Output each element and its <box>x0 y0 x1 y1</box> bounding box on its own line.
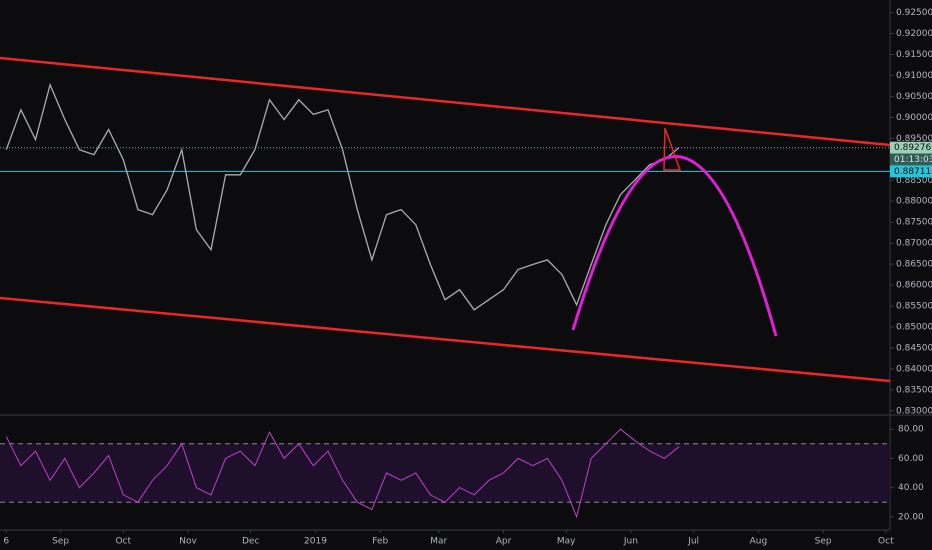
y-tick-label: 0.87000 <box>896 239 932 249</box>
y-tick-label: 0.84000 <box>896 364 932 374</box>
y-tick-label: 0.87500 <box>896 218 932 228</box>
y-tick-label: 0.89500 <box>896 134 932 144</box>
rsi-line <box>5 428 680 519</box>
x-tick-label: Mar <box>430 537 447 547</box>
x-tick-label: Oct <box>115 537 131 547</box>
y-tick-label: 0.84500 <box>896 343 932 353</box>
x-tick-label: Sep <box>815 537 832 547</box>
x-tick-label: Dec <box>242 537 259 547</box>
y-tick-label: 0.85500 <box>896 302 932 312</box>
x-tick-label: 2019 <box>304 537 327 547</box>
rsi-tick-label: 80.00 <box>898 425 924 435</box>
drawings <box>0 56 891 383</box>
x-tick-label: Oct <box>878 537 894 547</box>
y-tick-label: 0.86000 <box>896 281 932 291</box>
countdown-tag <box>890 153 932 166</box>
trend-line-lower <box>0 296 891 383</box>
arc-drawing <box>571 155 778 337</box>
y-tick-label: 0.86500 <box>896 260 932 270</box>
y-tick-label: 0.90000 <box>896 113 932 123</box>
y-tick-label: 0.91000 <box>896 71 932 81</box>
y-tick-label: 0.83500 <box>896 385 932 395</box>
x-tick-label: Jul <box>687 537 699 547</box>
hline-tag <box>890 165 932 178</box>
y-tick-label: 0.92500 <box>896 8 932 18</box>
x-tick-label: Feb <box>372 537 388 547</box>
x-tick-label: 6 <box>3 537 9 547</box>
x-tick-label: Jun <box>623 537 638 547</box>
x-tick-label: May <box>557 537 576 547</box>
rsi-tick-label: 20.00 <box>898 512 924 522</box>
x-tick-label: Nov <box>179 537 197 547</box>
triangle-drawing <box>663 127 682 171</box>
y-tick-label: 0.83000 <box>896 406 932 416</box>
rsi-tick-label: 60.00 <box>898 454 924 464</box>
x-tick-label: Sep <box>52 537 69 547</box>
y-tick-label: 0.88000 <box>896 197 932 207</box>
countdown-label: 01:13:03 <box>894 155 932 165</box>
x-tick-label: Apr <box>496 537 512 547</box>
rsi-tick-label: 40.00 <box>898 483 924 493</box>
x-tick-label: Aug <box>750 537 768 547</box>
rsi-band-fill <box>0 443 890 503</box>
last-price-label: 0.89276 <box>894 143 931 153</box>
hline-label: 0.88711 <box>894 167 931 177</box>
trend-line-upper <box>0 56 891 147</box>
price-line <box>5 82 680 311</box>
y-tick-label: 0.90500 <box>896 92 932 102</box>
y-tick-label: 0.92000 <box>896 29 932 39</box>
y-tick-label: 0.91500 <box>896 50 932 60</box>
last-price-tag <box>890 141 932 154</box>
y-tick-label: 0.88500 <box>896 176 932 186</box>
y-tick-label: 0.85000 <box>896 322 932 332</box>
